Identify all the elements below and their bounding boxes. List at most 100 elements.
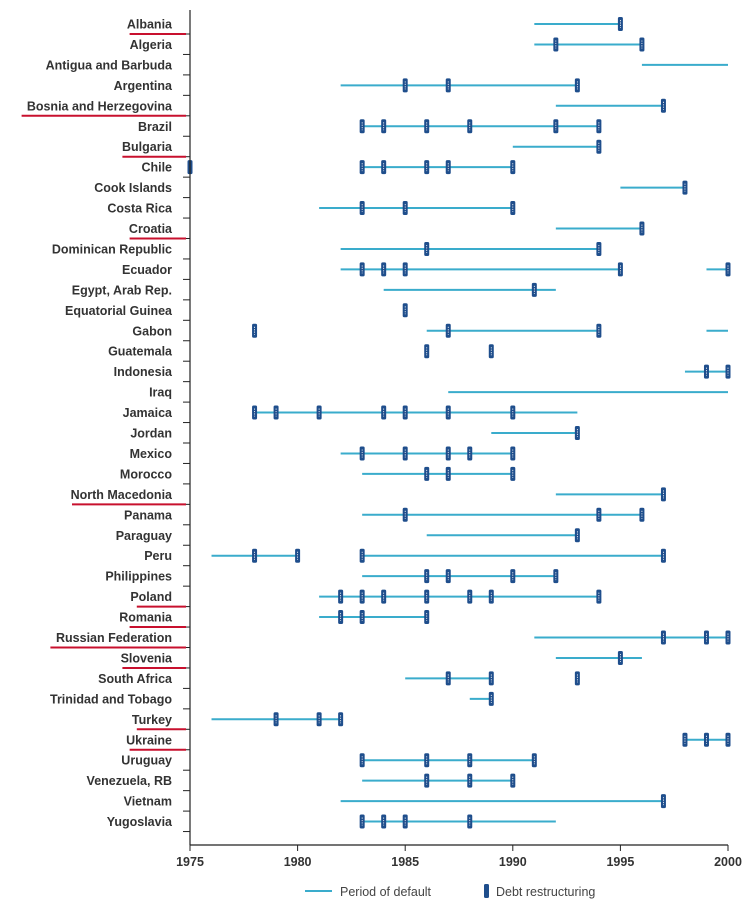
restructuring-marker xyxy=(359,610,365,625)
country-row: Dominican Republic xyxy=(52,241,602,260)
restructuring-marker xyxy=(359,548,365,563)
country-row: Iraq xyxy=(149,386,728,403)
restructuring-marker xyxy=(510,201,516,216)
country-row: Philippines xyxy=(105,569,559,587)
restructuring-marker xyxy=(639,221,645,236)
restructuring-marker xyxy=(682,180,688,195)
restructuring-marker xyxy=(424,344,430,359)
country-row: Bosnia and Herzegovina xyxy=(21,98,666,117)
restructuring-marker xyxy=(467,814,473,829)
restructuring-marker xyxy=(574,426,580,440)
restructuring-marker xyxy=(617,17,623,31)
restructuring-marker xyxy=(273,712,279,727)
restructuring-marker xyxy=(553,119,559,134)
country-row: North Macedonia xyxy=(71,487,666,506)
country-row: Poland xyxy=(130,589,602,608)
country-label: Ukraine xyxy=(126,733,172,747)
restructuring-marker xyxy=(445,405,451,420)
restructuring-marker xyxy=(381,119,387,134)
country-row: Panama xyxy=(124,507,645,526)
country-label: Cook Islands xyxy=(94,181,172,195)
restructuring-marker xyxy=(617,650,623,665)
country-row: Brazil xyxy=(138,119,602,137)
restructuring-marker xyxy=(359,814,365,829)
country-label: Indonesia xyxy=(114,365,173,379)
country-row: Argentina xyxy=(114,78,580,96)
restructuring-marker xyxy=(574,671,580,686)
country-row: Turkey xyxy=(132,712,344,731)
country-row: Trinidad and Tobago xyxy=(50,691,494,710)
restructuring-marker xyxy=(725,630,731,645)
restructuring-marker xyxy=(617,262,623,277)
x-tick-label: 1980 xyxy=(284,855,312,869)
restructuring-marker xyxy=(424,160,430,175)
restructuring-marker xyxy=(488,671,494,686)
country-row: Ecuador xyxy=(122,262,731,280)
country-label: Poland xyxy=(130,590,172,604)
restructuring-marker xyxy=(682,732,688,747)
country-label: Argentina xyxy=(114,79,173,93)
restructuring-marker xyxy=(402,507,408,522)
restructuring-marker xyxy=(725,364,731,379)
country-label: Guatemala xyxy=(108,345,173,359)
restructuring-marker xyxy=(402,814,408,829)
country-label: Albania xyxy=(127,18,173,32)
restructuring-marker xyxy=(510,773,516,788)
country-label: Brazil xyxy=(138,120,172,134)
country-row: Morocco xyxy=(120,466,516,485)
x-tick-label: 1995 xyxy=(606,855,634,869)
restructuring-marker xyxy=(510,446,516,461)
restructuring-marker xyxy=(424,119,430,134)
restructuring-marker xyxy=(596,589,602,604)
restructuring-marker xyxy=(273,405,279,420)
legend-default-label: Period of default xyxy=(340,885,432,899)
country-label: Vietnam xyxy=(124,795,172,809)
country-label: Jamaica xyxy=(123,406,173,420)
country-label: Uruguay xyxy=(121,754,172,768)
country-label: Egypt, Arab Rep. xyxy=(72,283,172,297)
restructuring-marker xyxy=(424,773,430,788)
x-tick-label: 1975 xyxy=(176,855,204,869)
country-row: Mexico xyxy=(130,446,516,464)
country-row: Jamaica xyxy=(123,405,578,424)
restructuring-marker xyxy=(338,589,344,604)
restructuring-marker xyxy=(445,671,451,686)
country-row: Egypt, Arab Rep. xyxy=(72,282,556,301)
country-row: Equatorial Guinea xyxy=(65,303,408,321)
restructuring-marker xyxy=(359,201,365,216)
restructuring-marker xyxy=(381,589,387,604)
restructuring-marker xyxy=(359,119,365,134)
legend: Period of default Debt restructuring xyxy=(305,884,595,899)
restructuring-marker xyxy=(531,753,537,768)
country-row: Indonesia xyxy=(114,364,731,383)
country-row: Ukraine xyxy=(126,732,731,751)
country-label: Bulgaria xyxy=(122,140,173,154)
restructuring-marker xyxy=(445,569,451,584)
restructuring-marker xyxy=(488,589,494,604)
restructuring-marker xyxy=(338,610,344,625)
country-label: Yugoslavia xyxy=(107,815,173,829)
restructuring-marker xyxy=(424,241,430,256)
restructuring-marker xyxy=(338,712,344,727)
country-label: South Africa xyxy=(98,672,173,686)
country-row: Uruguay xyxy=(121,753,537,771)
country-row: Cook Islands xyxy=(94,180,688,199)
restructuring-marker xyxy=(660,630,666,645)
restructuring-marker xyxy=(252,548,258,563)
country-label: Trinidad and Tobago xyxy=(50,692,172,706)
restructuring-marker xyxy=(725,262,731,277)
x-tick-label: 2000 xyxy=(714,855,742,869)
restructuring-marker xyxy=(445,446,451,461)
country-label: Romania xyxy=(119,611,173,625)
country-label: Mexico xyxy=(130,447,173,461)
restructuring-marker xyxy=(359,446,365,461)
x-axis-ticks: 1975 1980 1985 1990 1995 2000 xyxy=(176,845,742,869)
restructuring-marker xyxy=(445,160,451,175)
country-label: Paraguay xyxy=(116,529,172,543)
restructuring-marker xyxy=(703,364,709,379)
restructuring-marker xyxy=(639,507,645,522)
restructuring-marker xyxy=(424,569,430,584)
restructuring-marker xyxy=(467,446,473,461)
country-label: Equatorial Guinea xyxy=(65,304,173,318)
